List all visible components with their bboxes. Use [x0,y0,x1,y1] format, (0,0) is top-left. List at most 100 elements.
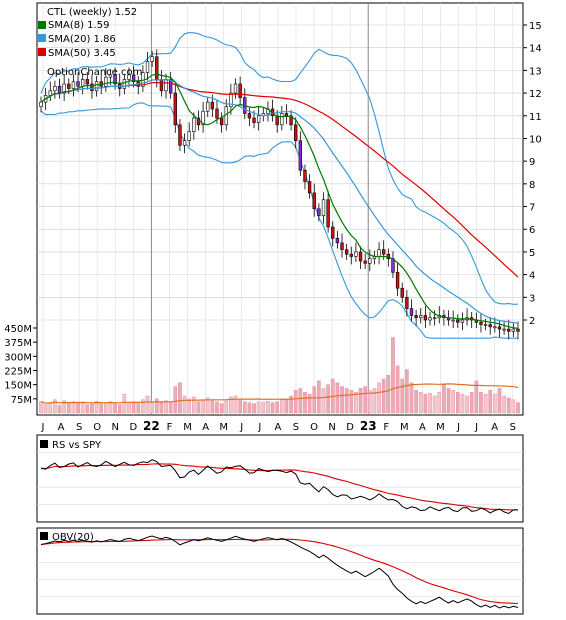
volume-bar [187,398,191,414]
volume-bar [516,402,520,414]
volume-bar [405,369,409,414]
volume-bar [66,403,71,414]
candle-body [349,253,353,257]
volume-bar [85,404,90,414]
candle-body [215,108,219,119]
candle-body [317,208,321,216]
price-tick-label: 11 [529,112,542,123]
volume-bar [94,401,99,414]
month-label: N [112,422,119,433]
volume-bar [289,395,293,414]
volume-bar [432,395,437,414]
month-label: A [491,422,498,433]
obv-legend-swatch [40,532,48,540]
month-label: M [183,422,192,433]
sma-layer [40,73,519,330]
volume-bar [136,403,141,414]
candle-body [85,79,89,85]
month-label: D [346,422,354,433]
volume-bar [280,399,284,414]
volume-bar [395,365,400,414]
candle-body [451,319,455,322]
volume-bar [80,401,85,414]
volume-bar [326,384,330,414]
volume-bar [428,392,432,414]
price-tick-label: 10 [529,134,542,145]
volume-bar [39,401,43,414]
volume-bar [414,390,418,414]
volume-bar [284,398,289,414]
volume-bar [99,403,104,414]
volume-bar [460,393,465,414]
candle-body [131,74,136,83]
volume-bar [219,403,224,414]
month-label: M [400,422,409,433]
volume-bar [122,393,127,414]
candle-body [284,113,289,117]
month-label: D [129,422,137,433]
volume-bar [293,390,298,414]
month-label: A [202,422,209,433]
volume-bar [303,392,307,414]
volume-bar [368,390,372,414]
obv-lines [40,535,519,609]
sma20-line [40,79,519,324]
volume-bar [335,382,340,414]
candle-body [363,260,367,264]
volume-tick-label: 375M [4,338,32,349]
candle-body [104,76,108,87]
volume-bar [210,400,215,414]
candle-body [53,85,57,92]
price-tick-label: 15 [529,21,542,32]
candle-body [516,328,520,332]
volume-bar [252,403,256,414]
candle-body [298,140,303,171]
candle-body [168,79,173,94]
volume-bar [164,400,168,414]
obv-grid [37,544,523,598]
volume-bar [159,402,164,414]
volume-bar [479,392,483,414]
candle-body [483,324,488,326]
candle-body [479,321,483,325]
candle-body [76,81,80,87]
volume-bar [358,388,363,414]
volume-bar [145,395,150,414]
price-panel [36,2,524,416]
volume-bar [266,401,270,414]
volume-tick-label: 450M [4,324,32,335]
candle-body [312,192,316,210]
month-label: J [41,422,45,433]
volume-bar [465,395,469,414]
price-tick-label: 13 [529,66,542,77]
candle-body [391,258,395,273]
volume-average-line [40,383,519,404]
volume-bar [506,397,511,414]
month-label: S [293,422,299,433]
candle-body [358,251,363,262]
candle-body [90,83,94,92]
volume-bar [173,386,178,414]
price-tick-label: 9 [529,157,535,168]
candle-body [187,131,191,142]
candle-body [344,249,349,255]
candle-body [335,238,340,244]
volume-bar [141,399,145,414]
month-label: 23 [360,419,377,433]
candle-body [48,90,52,96]
candle-body [173,92,177,126]
candle-body [192,117,196,132]
volume-bar [418,392,423,414]
candle-body [57,85,62,94]
volume-bar [511,399,516,414]
volume-layer [39,337,520,414]
month-label: S [76,422,82,433]
volume-bar [455,392,460,414]
legend-swatch-sma50 [38,48,46,56]
candle-body [497,326,502,330]
volume-bar [113,402,117,414]
candle-body [289,115,293,126]
volume-bar [298,388,303,414]
rs-label: RS vs SPY [52,440,102,451]
